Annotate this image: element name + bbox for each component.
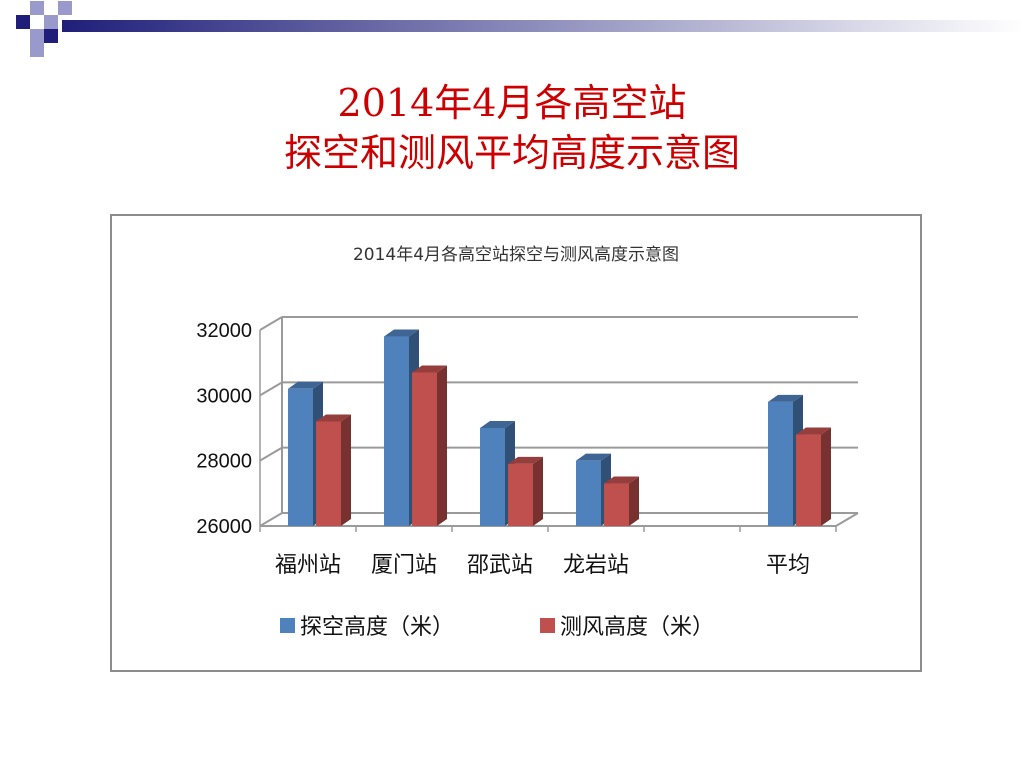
legend-swatch-1 bbox=[540, 618, 555, 633]
bar-sounding-1 bbox=[384, 336, 409, 526]
gridline-side-0 bbox=[259, 512, 283, 527]
slide-title: 2014年4月各高空站 探空和测风平均高度示意图 bbox=[0, 78, 1024, 178]
gridline-side-1 bbox=[259, 446, 283, 462]
floor-right-edge bbox=[835, 512, 859, 527]
bar-sounding-2-top bbox=[480, 421, 515, 428]
bar-wind-2 bbox=[508, 463, 533, 526]
chart-frame: 2014年4月各高空站探空与测风高度示意图 26000 28000 30000 3200… bbox=[110, 214, 922, 672]
slide-title-line-2: 探空和测风平均高度示意图 bbox=[283, 131, 740, 175]
x-tick-label: 平均 bbox=[766, 553, 810, 578]
bar-sounding-3-top bbox=[576, 453, 611, 461]
bar-wind-0-top bbox=[316, 414, 351, 422]
bar-wind-3 bbox=[604, 483, 629, 526]
y-tick-label: 32000 bbox=[196, 320, 252, 342]
bar-sounding-2 bbox=[480, 428, 505, 526]
bar-sounding-3 bbox=[576, 460, 601, 526]
x-tick-label: 龙岩站 bbox=[563, 553, 629, 578]
y-tick-label: 26000 bbox=[196, 516, 252, 538]
bar-wind-3-top bbox=[604, 476, 639, 484]
bar-sounding-5-top bbox=[768, 394, 803, 402]
gridline-side-2 bbox=[259, 381, 283, 397]
bar-wind-1 bbox=[412, 372, 437, 526]
x-tick-label: 福州站 bbox=[275, 553, 341, 578]
bar-wind-0-side bbox=[341, 414, 351, 526]
bar-wind-5-top bbox=[796, 427, 831, 435]
x-tick-label: 厦门站 bbox=[371, 553, 437, 578]
bar-sounding-0 bbox=[288, 388, 313, 526]
bar-sounding-0-top bbox=[288, 381, 323, 389]
bar-wind-5-side bbox=[821, 427, 831, 526]
legend-label-1: 测风高度（米） bbox=[560, 615, 714, 640]
bar-wind-5 bbox=[796, 434, 821, 526]
bar-wind-0 bbox=[316, 421, 341, 526]
bar-chart: 2014年4月各高空站探空与测风高度示意图 26000 28000 30000 3200… bbox=[196, 245, 859, 640]
bar-wind-2-side bbox=[533, 456, 543, 526]
corner-decoration bbox=[16, 1, 1024, 57]
bar-sounding-1-top bbox=[384, 329, 419, 337]
legend-label-0: 探空高度（米） bbox=[300, 615, 454, 640]
bar-wind-1-top bbox=[412, 365, 447, 373]
slide-title-line-1: 2014年4月各高空站 bbox=[337, 81, 687, 125]
bar-wind-3-side bbox=[629, 476, 639, 526]
bar-wind-2-top bbox=[508, 456, 543, 464]
y-tick-label: 28000 bbox=[196, 451, 252, 473]
x-tick-label: 邵武站 bbox=[467, 553, 533, 578]
bar-wind-1-side bbox=[437, 365, 447, 526]
y-tick-label: 30000 bbox=[196, 385, 252, 407]
bar-sounding-5 bbox=[768, 401, 793, 526]
legend-swatch-0 bbox=[280, 618, 295, 633]
chart-title: 2014年4月各高空站探空与测风高度示意图 bbox=[353, 245, 679, 265]
gridline-side-3 bbox=[259, 316, 283, 331]
